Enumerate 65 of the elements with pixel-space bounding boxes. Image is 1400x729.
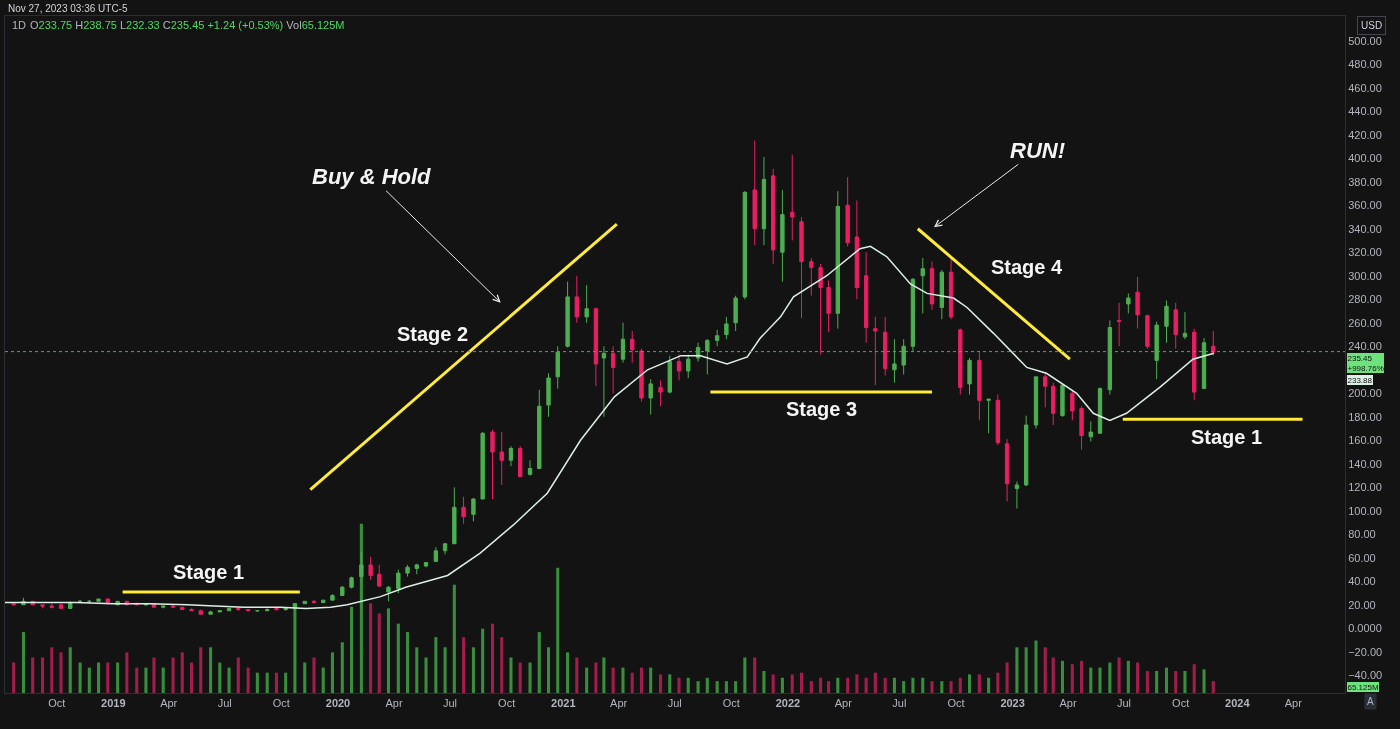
- y-tick-label: −20.00: [1348, 645, 1383, 658]
- y-tick-label: 100.00: [1348, 504, 1382, 517]
- x-tick-label: Oct: [947, 697, 965, 710]
- y-tick-label: 120.00: [1348, 481, 1382, 494]
- annotation: RUN!: [1010, 138, 1065, 163]
- text: O233.75 H238.75 L232.33 C235.45 +1.24 (+0.53%) Vol65.125M: [30, 19, 345, 31]
- y-tick-label: 400.00: [1348, 152, 1382, 165]
- y-tick-label: 40.00: [1348, 575, 1376, 588]
- y-tick-label: 460.00: [1348, 81, 1382, 94]
- y-tick-label: 280.00: [1348, 293, 1382, 306]
- x-tick-label: Oct: [48, 697, 66, 710]
- annotation: 1D: [12, 19, 27, 31]
- annotation: Stage 2: [397, 323, 469, 345]
- annotation: Stage 1: [173, 561, 245, 583]
- annotation: Stage 3: [786, 398, 858, 420]
- x-tick-label: Jul: [443, 697, 458, 710]
- x-tick-label: Oct: [498, 697, 516, 710]
- text: A: [1367, 696, 1374, 707]
- x-tick-label: 2019: [101, 697, 126, 710]
- ref-line-label: 235.45 +998.76%: [1347, 353, 1384, 373]
- x-tick-label: 2023: [1000, 697, 1025, 710]
- text: 233.88: [1347, 375, 1373, 385]
- x-tick-label: 2021: [551, 697, 576, 710]
- y-tick-label: 320.00: [1348, 246, 1382, 259]
- y-tick-label: 240.00: [1348, 340, 1382, 353]
- x-tick-label: Apr: [160, 697, 178, 710]
- annotation: Buy & Hold: [312, 164, 432, 189]
- y-tick-label: 180.00: [1348, 410, 1382, 423]
- y-tick-label: 300.00: [1348, 269, 1382, 282]
- x-tick-label: 2022: [775, 697, 801, 710]
- text: 65.125M: [1347, 682, 1379, 692]
- y-tick-label: 380.00: [1348, 175, 1382, 188]
- y-tick-label: 500.00: [1348, 34, 1382, 47]
- y-tick-label: 140.00: [1348, 457, 1382, 470]
- annotation: Stage 4: [991, 256, 1064, 278]
- y-tick-label: 260.00: [1348, 316, 1382, 329]
- y-tick-label: 480.00: [1348, 58, 1382, 71]
- y-tick-label: 360.00: [1348, 199, 1382, 212]
- y-tick-label: −40.00: [1348, 669, 1383, 682]
- y-tick-label: 0.0000: [1348, 622, 1382, 635]
- x-tick-label: Oct: [1172, 697, 1190, 710]
- x-tick-label: Apr: [610, 697, 628, 710]
- y-tick-label: 160.00: [1348, 434, 1382, 447]
- y-tick-label: 340.00: [1348, 222, 1382, 235]
- x-tick-label: Apr: [385, 697, 403, 710]
- x-tick-label: Oct: [722, 697, 740, 710]
- x-tick-label: Apr: [1059, 697, 1077, 710]
- text: Nov 27, 2023 03:36 UTC-5: [8, 3, 128, 14]
- x-tick-label: 2024: [1225, 697, 1251, 710]
- x-tick-label: Jul: [1117, 697, 1132, 710]
- y-tick-label: 20.00: [1348, 598, 1376, 611]
- y-tick-label: 420.00: [1348, 128, 1382, 141]
- y-tick-label: 60.00: [1348, 551, 1376, 564]
- x-tick-label: Oct: [272, 697, 290, 710]
- x-tick-label: Jul: [892, 697, 907, 710]
- text: USD: [1361, 20, 1383, 31]
- x-tick-label: Jul: [667, 697, 682, 710]
- y-tick-label: 200.00: [1348, 387, 1382, 400]
- x-tick-label: Apr: [834, 697, 853, 710]
- x-tick-label: Jul: [217, 697, 232, 710]
- y-tick-label: 440.00: [1348, 105, 1382, 118]
- x-tick-label: 2020: [325, 697, 351, 710]
- x-tick-label: Apr: [1284, 697, 1303, 710]
- y-tick-label: 80.00: [1348, 528, 1376, 541]
- annotation: Stage 1: [1191, 426, 1263, 448]
